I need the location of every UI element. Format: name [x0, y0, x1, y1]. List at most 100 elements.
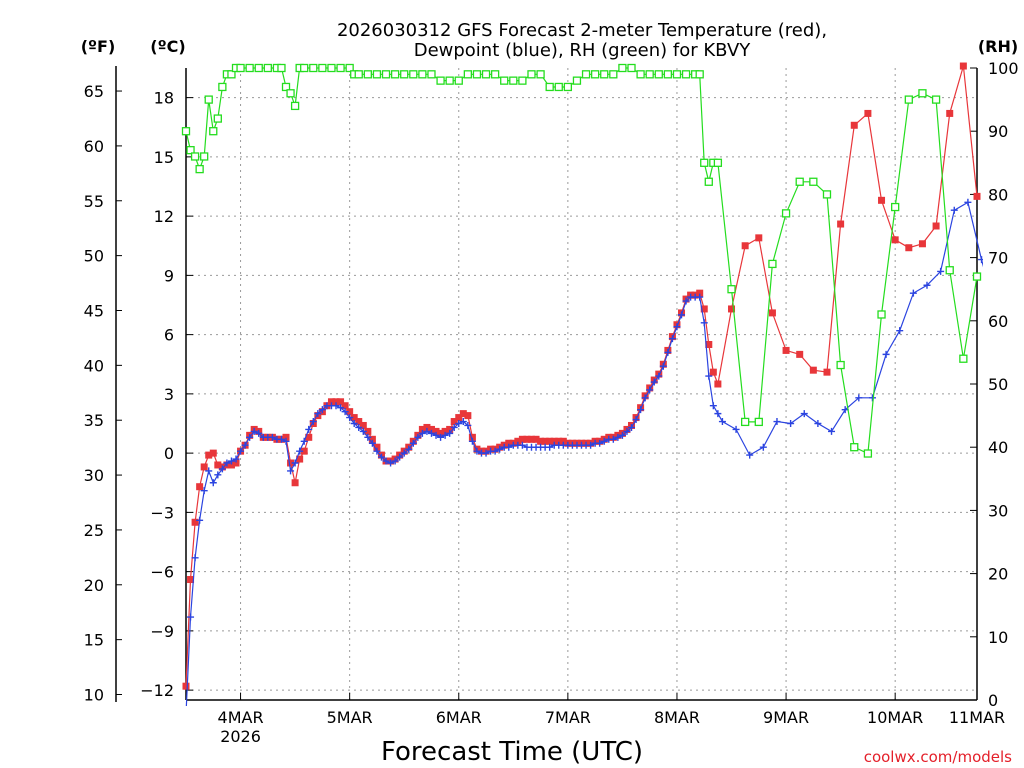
rh-point — [590, 70, 600, 79]
rh-point — [354, 70, 363, 79]
celsius-tick-label: −3 — [150, 503, 174, 522]
dewpoint-point — [268, 433, 276, 441]
temperature-point — [505, 439, 513, 447]
temperature-point — [809, 366, 817, 374]
temperature-point — [300, 447, 308, 455]
temperature-point — [282, 433, 290, 441]
dewpoint-point — [950, 206, 958, 214]
dewpoint-point — [214, 471, 222, 479]
fahrenheit-tick-label: 60 — [84, 137, 104, 156]
fahrenheit-tick-label: 55 — [84, 192, 104, 211]
rh-point — [836, 360, 845, 370]
temperature-point — [227, 461, 235, 469]
temperature-point — [364, 427, 372, 435]
temperature-point — [373, 443, 381, 451]
rh-point — [781, 209, 791, 218]
temperature-point — [209, 449, 217, 457]
rh-point — [327, 63, 336, 73]
rh-point — [418, 70, 427, 79]
rh-point — [809, 177, 818, 186]
rh-point — [627, 63, 636, 73]
dewpoint-point — [909, 289, 917, 297]
temperature-point — [768, 309, 776, 317]
temperature-point — [200, 463, 208, 471]
temperature-point — [555, 437, 563, 445]
rh-point — [463, 70, 473, 79]
temperature-point — [441, 427, 449, 435]
celsius-tick-label: 0 — [164, 444, 174, 463]
dewpoint-point — [196, 516, 204, 524]
dewpoint-point — [291, 459, 299, 467]
temperature-point — [837, 220, 845, 228]
dewpoint-point — [700, 319, 708, 327]
celsius-tick-label: 18 — [154, 89, 174, 108]
dewpoint-point — [250, 427, 258, 435]
dewpoint-point — [868, 394, 876, 402]
temperature-point — [455, 414, 463, 422]
rh-point — [768, 259, 777, 269]
dewpoint-point — [828, 427, 836, 435]
temperature-point — [864, 109, 872, 117]
dewpoint-point — [496, 445, 504, 453]
rh-point — [509, 76, 518, 85]
chart-title-line2: Dewpoint (blue), RH (green) for KBVY — [414, 40, 752, 61]
temperature-point — [187, 576, 195, 584]
dewpoint-point — [405, 445, 413, 453]
dewpoint-point — [237, 447, 245, 455]
rh-point — [436, 76, 445, 85]
rh-point — [959, 354, 968, 363]
dewpoint-point — [346, 414, 354, 422]
fahrenheit-tick-label: 10 — [84, 686, 104, 705]
rh-point — [700, 158, 709, 167]
rh-tick-label: 0 — [988, 691, 998, 710]
dewpoint-point — [714, 410, 722, 418]
dewpoint-point — [314, 410, 322, 418]
celsius-tick-label: −9 — [150, 622, 174, 641]
temperature-point — [182, 682, 190, 690]
rh-point — [263, 63, 272, 73]
dewpoint-point — [759, 443, 767, 451]
dewpoint-point — [632, 416, 640, 424]
dewpoint-point — [896, 327, 904, 335]
dewpoint-point — [655, 372, 663, 380]
rh-point — [213, 114, 222, 123]
temperature-point — [418, 425, 426, 433]
dewpoint-point — [923, 281, 931, 289]
rh-point — [281, 82, 291, 92]
dewpoint-point — [650, 378, 658, 386]
temperature-point — [537, 437, 545, 445]
temperature-point — [523, 435, 531, 443]
rh-point — [409, 70, 418, 79]
dewpoint-point — [332, 402, 340, 410]
rh-point — [545, 82, 554, 92]
x-tick-label: 11MAR — [949, 708, 1005, 727]
temperature-point — [450, 418, 458, 426]
temperature-point — [518, 435, 526, 443]
dewpoint-point — [287, 467, 295, 475]
dewpoint-point — [664, 348, 672, 356]
rh-point — [609, 70, 618, 79]
dewpoint-point — [309, 418, 317, 426]
dewpoint-point — [678, 311, 686, 319]
celsius-tick-label: −6 — [150, 563, 174, 582]
rh-point — [636, 70, 645, 79]
fahrenheit-tick-label: 20 — [84, 576, 104, 595]
dewpoint-point — [218, 465, 226, 473]
rh-point — [663, 70, 673, 79]
dewpoint-point — [450, 423, 458, 431]
rh-point — [400, 70, 409, 79]
rh-point — [972, 272, 982, 281]
temperature-point — [714, 380, 722, 388]
dewpoint-point — [427, 429, 435, 437]
dewpoint-point — [659, 362, 667, 370]
dewpoint-point — [400, 449, 408, 457]
rh-point — [277, 63, 286, 73]
rh-point — [904, 95, 913, 104]
rh-tick-label: 70 — [988, 249, 1008, 268]
temperature-point — [437, 429, 445, 437]
dewpoint-point — [227, 457, 235, 465]
credit-link[interactable]: coolwx.com/models — [864, 748, 1012, 766]
rh-point — [286, 89, 295, 98]
dewpoint-point — [241, 441, 249, 449]
temperature-point — [700, 305, 708, 313]
